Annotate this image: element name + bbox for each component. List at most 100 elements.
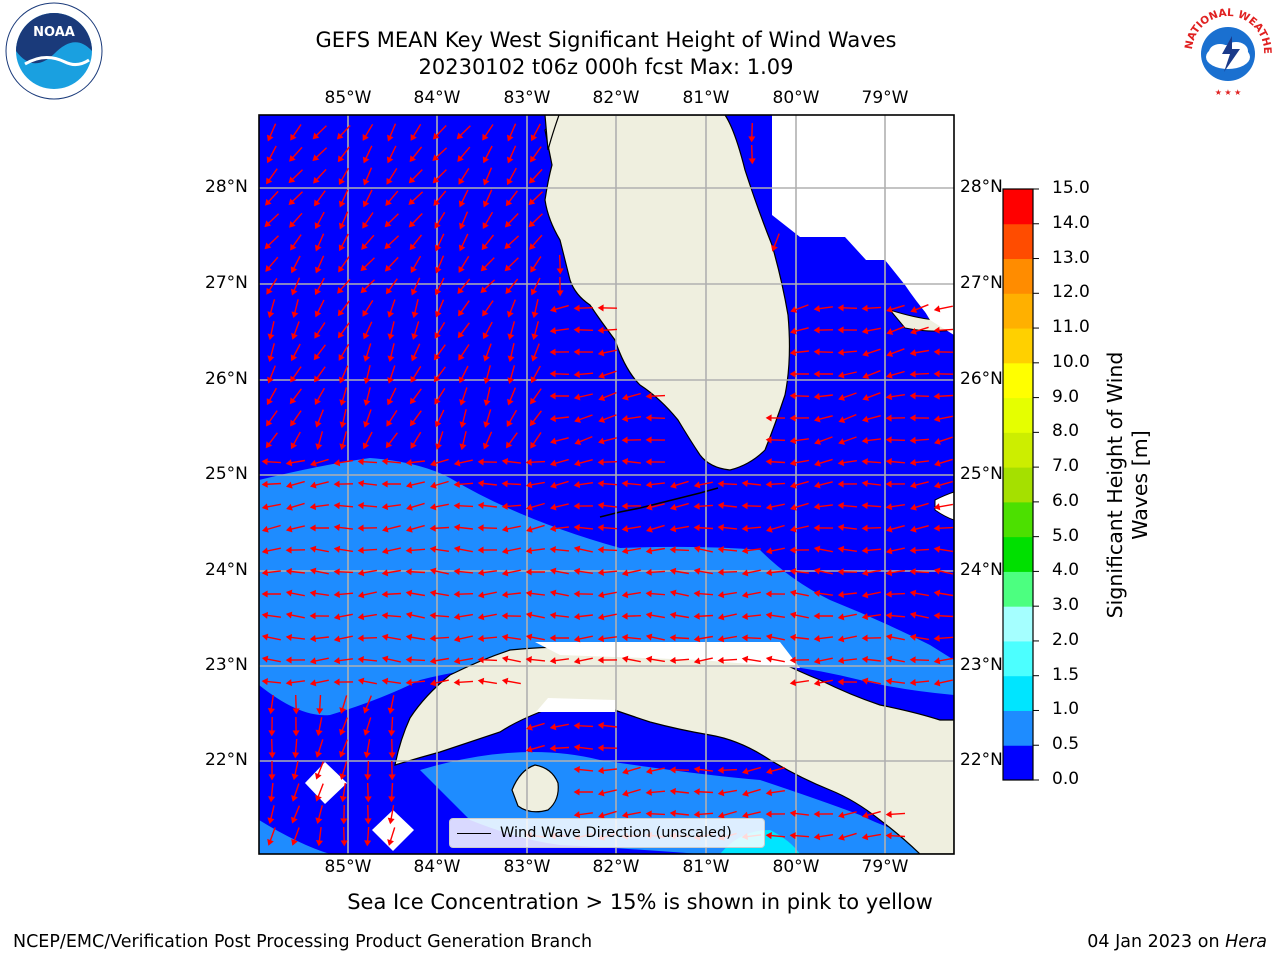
wave-arrow-head [885,458,892,466]
wave-arrow-head [837,371,845,379]
wave-arrow-head [459,222,466,230]
wave-arrow-head [458,353,465,361]
wave-arrow-head [267,838,274,846]
wave-arrow-head [765,569,773,577]
wave-arrow-head [645,458,652,466]
wave-arrow-head [458,265,465,273]
wave-arrow-head [531,333,539,341]
wave-arrow-head [477,656,484,664]
wave-arrow-head [885,503,893,511]
wave-arrow-head [813,657,821,665]
wave-arrow-head [501,525,509,533]
wave-arrow-head [435,266,442,274]
wave-arrow-head [477,458,484,466]
wave-arrow-head [669,525,677,533]
wave-arrow-head [813,612,820,620]
wave-arrow-head [453,613,461,621]
wave-arrow-head [429,657,437,665]
wave-arrow-head [482,200,490,208]
wave-arrow-head [525,568,532,576]
footer-host: Hera [1225,932,1267,952]
wave-arrow-head [477,501,484,510]
wave-arrow-head [504,264,512,272]
wave-arrow-head [362,309,369,317]
wave-arrow-head [338,353,345,361]
lon-tick-label: 82°W [592,88,640,108]
wave-arrow-head [381,458,388,466]
wave-arrow-head [406,503,413,511]
wave-arrow-head [837,326,844,334]
wave-arrow-head [339,728,346,736]
wave-arrow-head [597,304,604,312]
wave-arrow-head [549,437,557,445]
wave-arrow-head [717,635,725,643]
map-subtitle-run: 20230102 t06z 000h fcst Max: 1.09 [418,55,794,79]
wave-arrow-head [291,795,298,802]
wave-arrow-head [337,155,345,163]
wave-arrow-head [310,459,317,467]
wave-arrow-head [531,354,538,362]
wave-arrow-head [861,436,869,445]
wave-arrow-head [621,811,629,819]
wave-arrow-head [645,547,653,555]
wave-arrow-head [387,333,395,341]
wave-arrow-head [290,288,298,296]
wave-arrow-head [717,568,724,576]
wave-arrow-head [266,156,274,164]
wave-arrow-head [453,480,460,488]
wave-arrow-head [693,657,701,665]
footer-date-text: 04 Jan 2023 on [1087,932,1220,952]
wave-arrow-head [645,611,653,619]
wave-arrow-head [717,811,725,819]
wave-arrow-head [813,502,821,511]
wave-arrow-head [837,613,845,621]
wave-arrow-head [477,591,485,599]
wave-arrow-head [381,612,388,620]
wave-arrow-head [741,502,748,510]
wave-arrow-head [597,635,605,643]
wave-arrow-head [384,220,392,228]
wave-arrow-head [573,502,580,510]
wave-arrow-head [357,634,364,642]
wave-arrow-head [285,633,293,642]
wave-arrow-head [862,372,870,380]
wave-arrow-head [528,176,536,184]
wave-arrow-head [813,524,820,532]
wave-arrow-head [432,176,440,184]
wave-arrow-head [741,591,749,599]
wave-arrow-head [813,415,821,423]
wave-arrow-head [573,567,581,575]
wave-arrow-head [340,840,348,847]
wave-arrow-head [265,441,273,449]
wave-arrow-head [693,765,701,774]
wave-arrow-head [885,633,893,641]
wave-arrow-head [525,745,533,753]
wave-arrow-head [333,502,340,510]
wave-arrow-head [429,634,436,642]
wave-arrow-head [621,547,629,555]
wave-arrow-head [363,399,371,407]
colorbar [1002,188,1039,781]
wave-arrow-head [430,459,437,467]
wave-arrow-head [530,376,538,384]
wave-arrow-head [501,547,509,555]
map-frame [258,114,955,855]
wave-arrow-head [645,436,652,444]
wave-arrow-head [433,353,441,361]
lon-tick-label: 81°W [682,857,730,877]
wave-arrow-head [717,501,725,509]
wave-arrow-head [526,525,533,533]
wave-arrow-head [885,810,892,818]
wave-arrow-head [357,591,365,599]
wave-arrow-head [290,419,297,427]
wave-arrow-head [861,458,868,466]
wave-arrow-head [292,708,300,715]
wave-arrow-head [286,503,293,511]
wave-arrow-head [861,677,869,685]
wave-arrow-head [315,729,323,737]
wave-arrow-head [597,326,604,334]
wave-arrow-head [789,459,797,467]
wave-arrow-head [292,730,300,737]
wave-arrow-head [861,591,869,599]
wave-arrow-head [573,743,581,752]
